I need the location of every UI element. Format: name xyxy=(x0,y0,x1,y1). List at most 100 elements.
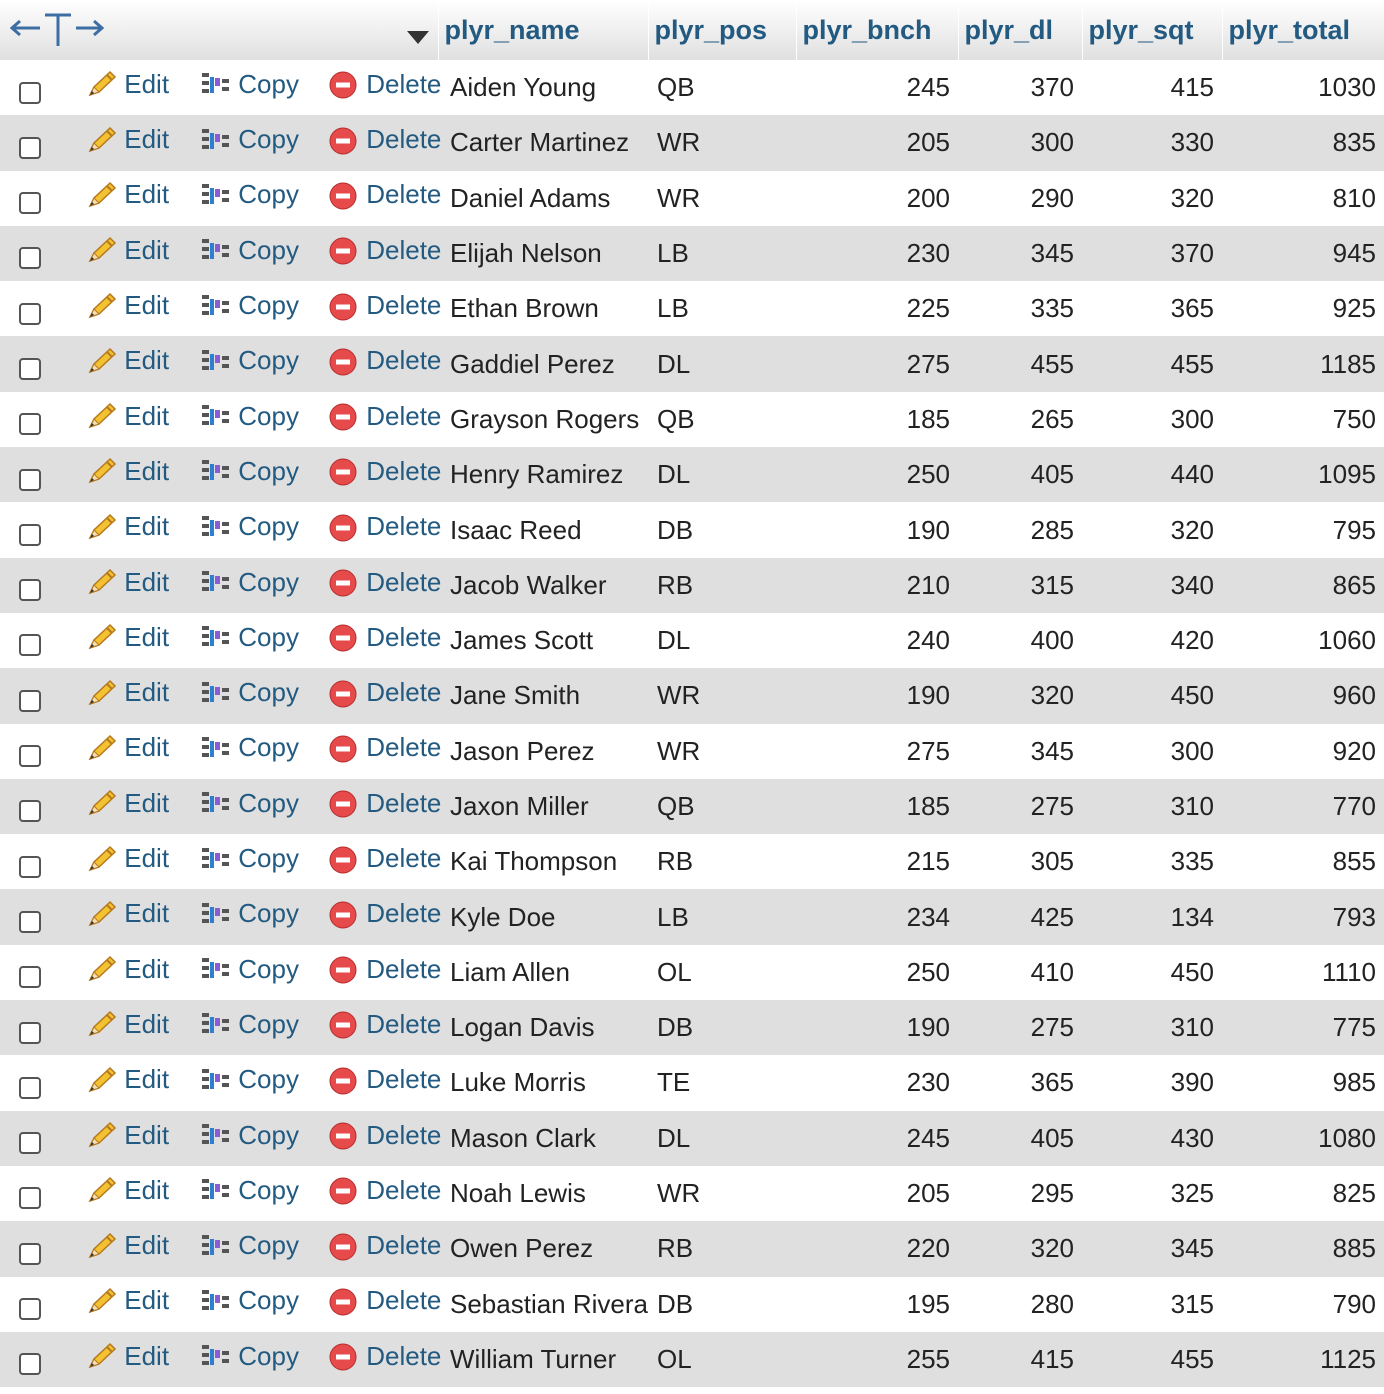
edit-label[interactable]: Edit xyxy=(124,511,170,542)
edit-link[interactable]: Edit xyxy=(86,622,169,653)
copy-link[interactable]: Copy xyxy=(200,622,299,653)
edit-label[interactable]: Edit xyxy=(124,566,170,597)
delete-label[interactable]: Delete xyxy=(366,234,442,265)
edit-label[interactable]: Edit xyxy=(124,787,170,818)
edit-label[interactable]: Edit xyxy=(124,677,170,708)
row-checkbox[interactable] xyxy=(19,136,41,159)
edit-label[interactable]: Edit xyxy=(124,179,170,210)
delete-label[interactable]: Delete xyxy=(366,345,442,376)
copy-link[interactable]: Copy xyxy=(200,179,299,210)
copy-label[interactable]: Copy xyxy=(238,345,299,376)
edit-label[interactable]: Edit xyxy=(124,1174,170,1205)
copy-link[interactable]: Copy xyxy=(200,235,299,266)
delete-label[interactable]: Delete xyxy=(366,787,442,818)
edit-label[interactable]: Edit xyxy=(124,1008,170,1039)
edit-label[interactable]: Edit xyxy=(124,953,170,984)
edit-label[interactable]: Edit xyxy=(124,124,170,155)
delete-label[interactable]: Delete xyxy=(366,179,442,210)
delete-label[interactable]: Delete xyxy=(366,677,442,708)
copy-label[interactable]: Copy xyxy=(238,621,299,652)
row-checkbox[interactable] xyxy=(19,579,41,602)
delete-link[interactable]: Delete xyxy=(328,954,441,985)
copy-link[interactable]: Copy xyxy=(200,788,299,819)
row-checkbox[interactable] xyxy=(19,1076,41,1099)
edit-link[interactable]: Edit xyxy=(86,567,169,598)
copy-label[interactable]: Copy xyxy=(238,898,299,929)
delete-label[interactable]: Delete xyxy=(366,953,442,984)
edit-link[interactable]: Edit xyxy=(86,124,169,155)
column-header-plyr-dl[interactable]: plyr_dl xyxy=(958,0,1083,60)
copy-label[interactable]: Copy xyxy=(238,1008,299,1039)
row-checkbox[interactable] xyxy=(19,192,41,215)
delete-link[interactable]: Delete xyxy=(328,1341,441,1372)
copy-link[interactable]: Copy xyxy=(200,1009,299,1040)
edit-link[interactable]: Edit xyxy=(86,456,169,487)
delete-label[interactable]: Delete xyxy=(366,1340,442,1371)
delete-label[interactable]: Delete xyxy=(366,1174,442,1205)
edit-link[interactable]: Edit xyxy=(86,1064,169,1095)
edit-label[interactable]: Edit xyxy=(124,732,170,763)
row-checkbox[interactable] xyxy=(19,1021,41,1044)
copy-link[interactable]: Copy xyxy=(200,1175,299,1206)
delete-label[interactable]: Delete xyxy=(366,1008,442,1039)
delete-link[interactable]: Delete xyxy=(328,511,441,542)
delete-link[interactable]: Delete xyxy=(328,179,441,210)
copy-link[interactable]: Copy xyxy=(200,124,299,155)
copy-label[interactable]: Copy xyxy=(238,234,299,265)
delete-link[interactable]: Delete xyxy=(328,898,441,929)
copy-label[interactable]: Copy xyxy=(238,1064,299,1095)
row-checkbox[interactable] xyxy=(19,1298,41,1321)
delete-link[interactable]: Delete xyxy=(328,622,441,653)
copy-link[interactable]: Copy xyxy=(200,1230,299,1261)
edit-link[interactable]: Edit xyxy=(86,401,169,432)
copy-link[interactable]: Copy xyxy=(200,954,299,985)
column-header-plyr-pos[interactable]: plyr_pos xyxy=(648,0,797,60)
copy-link[interactable]: Copy xyxy=(200,567,299,598)
edit-link[interactable]: Edit xyxy=(86,788,169,819)
column-header-plyr-total[interactable]: plyr_total xyxy=(1222,0,1384,60)
delete-link[interactable]: Delete xyxy=(328,235,441,266)
row-checkbox[interactable] xyxy=(19,966,41,989)
edit-link[interactable]: Edit xyxy=(86,511,169,542)
edit-label[interactable]: Edit xyxy=(124,1230,170,1261)
delete-label[interactable]: Delete xyxy=(366,68,442,99)
delete-link[interactable]: Delete xyxy=(328,456,441,487)
delete-label[interactable]: Delete xyxy=(366,1064,442,1095)
edit-link[interactable]: Edit xyxy=(86,843,169,874)
edit-link[interactable]: Edit xyxy=(86,1120,169,1151)
row-checkbox[interactable] xyxy=(19,302,41,325)
copy-link[interactable]: Copy xyxy=(200,290,299,321)
delete-label[interactable]: Delete xyxy=(366,1285,442,1316)
edit-link[interactable]: Edit xyxy=(86,235,169,266)
edit-label[interactable]: Edit xyxy=(124,621,170,652)
edit-label[interactable]: Edit xyxy=(124,345,170,376)
delete-label[interactable]: Delete xyxy=(366,732,442,763)
copy-link[interactable]: Copy xyxy=(200,1285,299,1316)
delete-link[interactable]: Delete xyxy=(328,788,441,819)
copy-link[interactable]: Copy xyxy=(200,843,299,874)
delete-label[interactable]: Delete xyxy=(366,124,442,155)
delete-label[interactable]: Delete xyxy=(366,843,442,874)
copy-label[interactable]: Copy xyxy=(238,732,299,763)
delete-link[interactable]: Delete xyxy=(328,677,441,708)
row-checkbox[interactable] xyxy=(19,1353,41,1376)
copy-label[interactable]: Copy xyxy=(238,677,299,708)
edit-link[interactable]: Edit xyxy=(86,954,169,985)
sort-triangle-down-icon[interactable] xyxy=(406,30,430,46)
edit-link[interactable]: Edit xyxy=(86,1175,169,1206)
delete-link[interactable]: Delete xyxy=(328,1009,441,1040)
copy-link[interactable]: Copy xyxy=(200,677,299,708)
delete-label[interactable]: Delete xyxy=(366,290,442,321)
row-checkbox[interactable] xyxy=(19,413,41,436)
copy-link[interactable]: Copy xyxy=(200,1120,299,1151)
edit-link[interactable]: Edit xyxy=(86,732,169,763)
edit-link[interactable]: Edit xyxy=(86,898,169,929)
copy-link[interactable]: Copy xyxy=(200,511,299,542)
edit-label[interactable]: Edit xyxy=(124,68,170,99)
edit-label[interactable]: Edit xyxy=(124,234,170,265)
row-checkbox[interactable] xyxy=(19,634,41,657)
copy-label[interactable]: Copy xyxy=(238,1285,299,1316)
row-checkbox[interactable] xyxy=(19,81,41,104)
copy-label[interactable]: Copy xyxy=(238,124,299,155)
row-checkbox[interactable] xyxy=(19,800,41,823)
